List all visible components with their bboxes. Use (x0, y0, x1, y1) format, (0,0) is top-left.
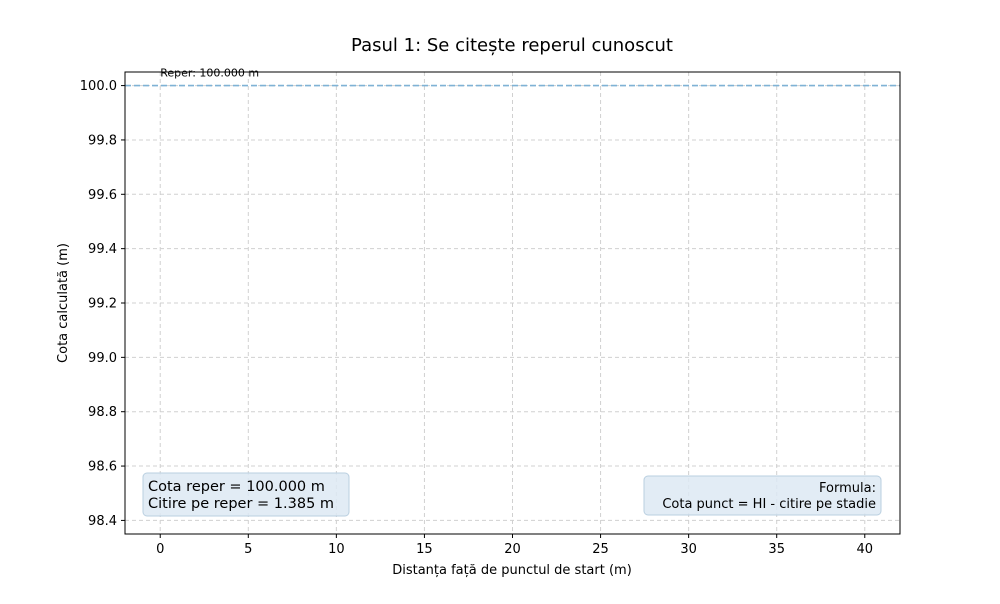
x-axis-label: Distanța față de punctul de start (m) (392, 563, 632, 578)
info-box: Cota reper = 100.000 m Citire pe reper =… (142, 472, 350, 517)
x-tick-label: 40 (856, 542, 873, 557)
x-tick-label: 15 (416, 542, 433, 557)
y-tick-label: 98.6 (88, 460, 117, 475)
y-tick-label: 99.4 (88, 242, 117, 257)
y-tick-label: 99.8 (88, 133, 117, 148)
info-box-line: Citire pe reper = 1.385 m (148, 496, 334, 512)
grid-layer (125, 72, 900, 534)
formula-box: Formula: Cota punct = HI - citire pe sta… (643, 475, 882, 516)
x-tick-label: 20 (504, 542, 521, 557)
formula-box-background (643, 475, 882, 516)
formula-box-line: Cota punct = HI - citire pe stadie (662, 497, 876, 512)
reference-line-label: Reper: 100.000 m (160, 67, 259, 80)
x-tick-label: 10 (328, 542, 345, 557)
y-tick-label: 98.4 (88, 514, 117, 529)
x-tick-label: 30 (680, 542, 697, 557)
y-tick-label: 99.0 (88, 351, 117, 366)
y-tick-label: 100.0 (80, 79, 117, 94)
info-box-background (142, 472, 350, 517)
chart-title: Pasul 1: Se citește reperul cunoscut (351, 35, 673, 56)
y-tick-label: 98.8 (88, 405, 117, 420)
y-axis-label: Cota calculată (m) (56, 243, 71, 363)
y-tick-label: 99.2 (88, 297, 117, 312)
formula-box-line: Formula: (819, 481, 876, 496)
y-axis-ticks: 98.4 98.6 98.8 99.0 99.2 99.4 99.6 99.8 100.0 (80, 79, 125, 529)
x-tick-label: 25 (592, 542, 609, 557)
info-box-line: Cota reper = 100.000 m (148, 479, 325, 495)
y-tick-label: 99.6 (88, 188, 117, 203)
x-tick-label: 0 (156, 542, 164, 557)
reference-layer: Reper: 100.000 m (125, 67, 900, 87)
x-tick-label: 35 (768, 542, 785, 557)
x-tick-label: 5 (244, 542, 252, 557)
x-axis-ticks: 0 5 10 15 20 25 30 35 40 (156, 534, 873, 557)
